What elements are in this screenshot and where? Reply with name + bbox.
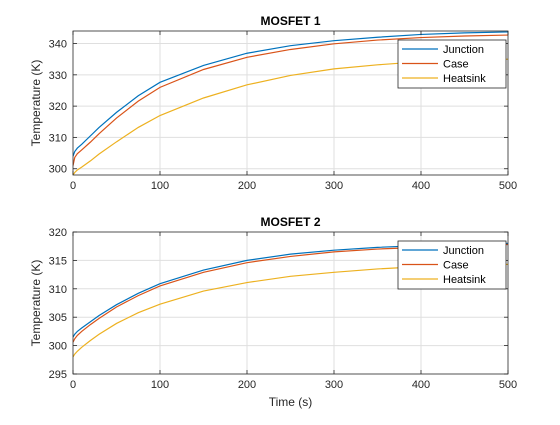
x-tick-label: 0: [70, 379, 76, 391]
y-tick-label: 320: [49, 227, 67, 239]
series-line-case: [73, 34, 508, 166]
x-tick-label: 500: [499, 180, 517, 192]
legend: Junction Case Heatsink: [397, 39, 507, 89]
y-tick-label: 315: [49, 255, 67, 267]
chart-title: MOSFET 1: [260, 14, 320, 28]
x-tick-label: 0: [70, 180, 76, 192]
legend-label-heatsink: Heatsink: [443, 73, 486, 85]
axes-1: 0 100 200 300 400 500 300 310 320 330 340 MOSFET 1 T…: [29, 14, 517, 192]
x-axis-label: Time (s): [269, 395, 313, 409]
y-tick-label: 330: [49, 70, 67, 82]
legend: Junction Case Heatsink: [397, 240, 507, 290]
x-tick-label: 400: [412, 379, 430, 391]
y-tick-label: 340: [49, 39, 67, 51]
x-tick-label: 100: [151, 180, 169, 192]
y-tick-label: 300: [49, 164, 67, 176]
y-tick-label: 300: [49, 341, 67, 353]
series-line-junction: [73, 31, 508, 157]
x-tick-label: 300: [325, 379, 343, 391]
axes-2: 0 100 200 300 400 500 295 300 305 310 315 320 MOSFET…: [29, 215, 517, 409]
chart-title: MOSFET 2: [260, 215, 320, 229]
x-tick-label: 100: [151, 379, 169, 391]
x-tick-label: 500: [499, 379, 517, 391]
legend-label-case: Case: [443, 260, 469, 272]
legend-label-junction: Junction: [443, 245, 484, 257]
series-group: [73, 31, 508, 175]
y-tick-label: 310: [49, 284, 67, 296]
x-tick-label: 200: [238, 180, 256, 192]
axes-box: [72, 30, 509, 176]
y-axis-label: Temperature (K): [29, 260, 43, 347]
y-tick-label: 305: [49, 312, 67, 324]
series-line-heatsink: [73, 58, 508, 175]
legend-label-heatsink: Heatsink: [443, 274, 486, 286]
x-tick-label: 300: [325, 180, 343, 192]
series-line-junction: [73, 242, 508, 338]
x-tick-label: 200: [238, 379, 256, 391]
y-tick-label: 310: [49, 132, 67, 144]
x-tick-label: 400: [412, 180, 430, 192]
y-axis-label: Temperature (K): [29, 60, 43, 147]
series-group: [73, 242, 508, 358]
series-line-heatsink: [73, 263, 508, 358]
legend-label-junction: Junction: [443, 44, 484, 56]
series-line-case: [73, 243, 508, 343]
y-tick-label: 295: [49, 369, 67, 381]
legend-label-case: Case: [443, 59, 469, 71]
y-tick-label: 320: [49, 101, 67, 113]
axes-box: [72, 231, 509, 375]
